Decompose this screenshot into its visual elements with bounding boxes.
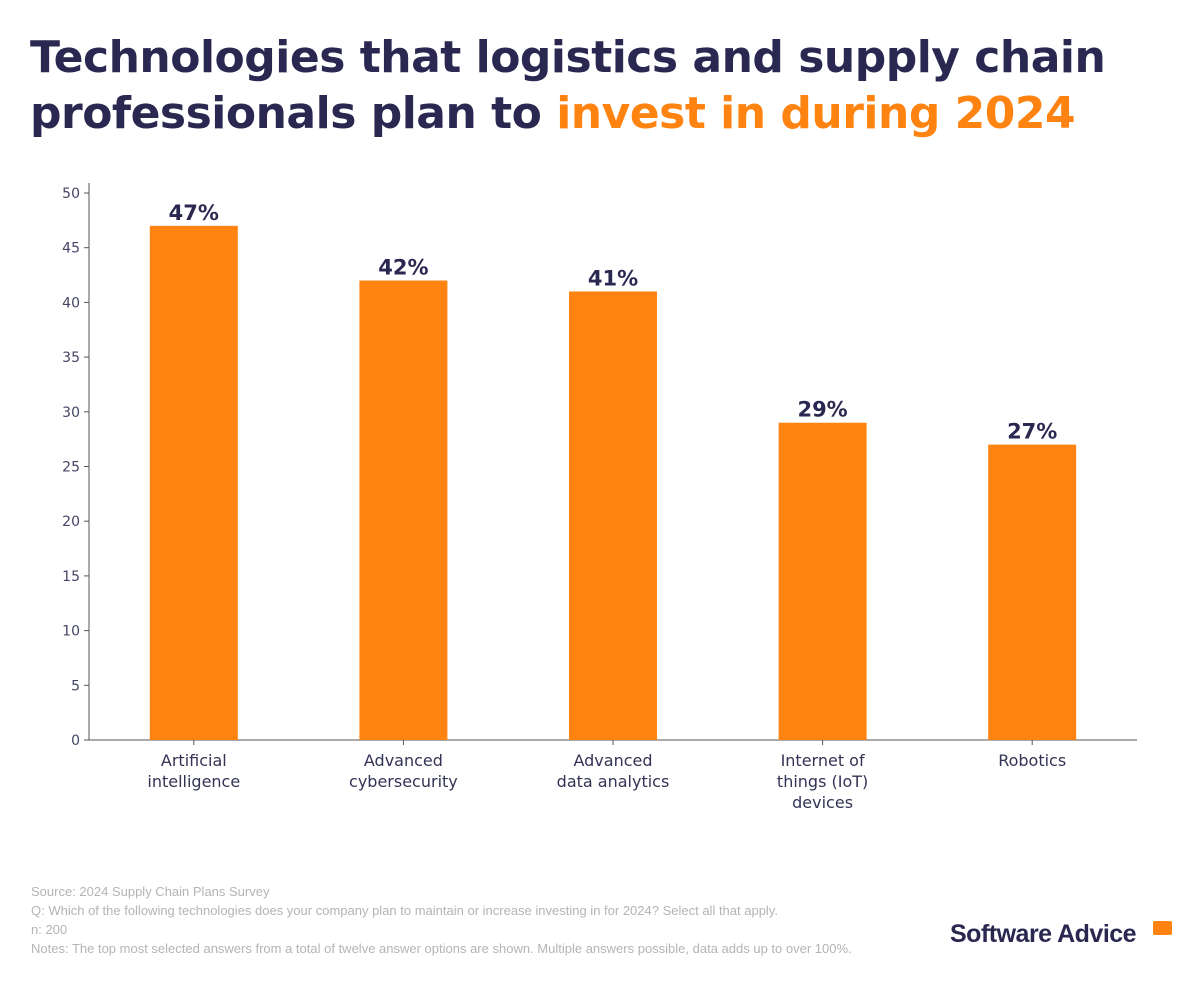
bar bbox=[988, 444, 1077, 740]
data-label: 47% bbox=[169, 201, 219, 225]
software-advice-logo: Software Advice bbox=[950, 920, 1137, 948]
y-tick-label: 0 bbox=[71, 733, 80, 749]
data-label: 27% bbox=[1007, 420, 1057, 444]
x-tick-label: Robotics bbox=[998, 751, 1066, 770]
y-tick-label: 25 bbox=[62, 460, 80, 476]
bar bbox=[359, 280, 448, 740]
data-label: 42% bbox=[378, 256, 428, 280]
notes-text: Notes: The top most selected answers fro… bbox=[31, 941, 852, 956]
y-tick-label: 40 bbox=[62, 295, 80, 311]
title-text: Technologies that logistics and supply c… bbox=[30, 32, 1106, 139]
x-tick-label: things (IoT) bbox=[777, 772, 868, 791]
x-tick-label: Artificial bbox=[161, 751, 227, 770]
x-tick-label: devices bbox=[792, 793, 853, 812]
question-text: Q: Which of the following technologies d… bbox=[31, 903, 778, 918]
y-tick-label: 10 bbox=[62, 624, 80, 640]
footer-notes: Source: 2024 Supply Chain Plans Survey Q… bbox=[31, 882, 871, 958]
x-tick-label: intelligence bbox=[147, 772, 240, 791]
bar bbox=[149, 225, 238, 740]
speech-bubble-icon bbox=[1153, 921, 1172, 935]
y-tick-label: 50 bbox=[62, 186, 80, 202]
chart-title: Technologies that logistics and supply c… bbox=[30, 30, 1200, 142]
x-tick-label: data analytics bbox=[557, 772, 670, 791]
y-tick-label: 5 bbox=[71, 678, 80, 694]
data-label: 29% bbox=[797, 398, 847, 422]
y-tick-label: 15 bbox=[62, 569, 80, 585]
x-tick-label: Advanced bbox=[364, 751, 443, 770]
bar bbox=[778, 422, 867, 740]
x-tick-label: Advanced bbox=[573, 751, 652, 770]
x-tick-label: Internet of bbox=[781, 751, 865, 770]
x-tick-label: cybersecurity bbox=[349, 772, 458, 791]
y-tick-label: 35 bbox=[62, 350, 80, 366]
source-text: Source: 2024 Supply Chain Plans Survey bbox=[31, 884, 270, 899]
y-tick-label: 45 bbox=[62, 241, 80, 257]
bar-chart: 0 5 10 15 20 25 30 35 40 45 50 47% Artificial intelli… bbox=[62, 183, 1137, 812]
data-label: 41% bbox=[588, 266, 638, 290]
sample-size: n: 200 bbox=[31, 922, 68, 937]
bar bbox=[569, 291, 657, 740]
y-tick-label: 20 bbox=[62, 514, 80, 530]
title-highlight: invest in during 2024 bbox=[556, 88, 1076, 139]
y-tick-label: 30 bbox=[62, 405, 80, 421]
